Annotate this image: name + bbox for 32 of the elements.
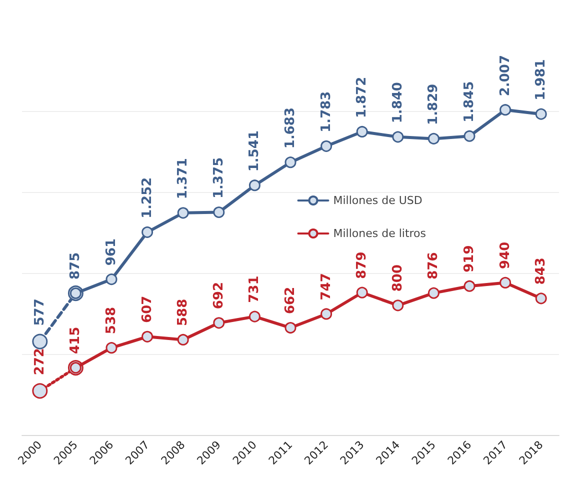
data-label: 919 — [462, 245, 477, 272]
data-label: 2.007 — [498, 54, 513, 96]
data-label: 1.840 — [390, 82, 406, 124]
data-label: 1.252 — [140, 177, 155, 218]
data-label: 876 — [426, 252, 442, 280]
data-label: 1.375 — [211, 157, 226, 198]
data-label: 1.541 — [247, 130, 262, 172]
legend-label: Millones de USD — [333, 194, 422, 207]
data-label: 1.829 — [426, 84, 442, 125]
data-label: 607 — [140, 296, 155, 323]
data-label: 843 — [534, 258, 549, 285]
data-label: 538 — [104, 306, 119, 334]
data-label: 577 — [32, 298, 48, 326]
data-label: 272 — [32, 348, 48, 376]
data-label: 1.783 — [318, 91, 334, 132]
legend-label: Millones de litros — [333, 227, 426, 240]
data-label: 1.683 — [283, 107, 298, 149]
data-label: 415 — [68, 326, 84, 354]
data-label: 1.981 — [534, 59, 549, 100]
data-label: 662 — [283, 286, 298, 314]
data-label: 1.371 — [176, 158, 191, 200]
data-label: 961 — [104, 238, 119, 266]
data-label: 1.872 — [354, 76, 370, 118]
data-label: 692 — [211, 282, 226, 310]
data-label: 588 — [176, 298, 191, 326]
data-label: 940 — [498, 242, 513, 269]
data-label: 1.845 — [462, 81, 477, 122]
data-label: 879 — [354, 252, 370, 279]
data-label: 875 — [68, 252, 84, 280]
data-label: 800 — [390, 264, 406, 292]
data-label: 747 — [318, 273, 334, 300]
data-label: 731 — [247, 276, 262, 303]
